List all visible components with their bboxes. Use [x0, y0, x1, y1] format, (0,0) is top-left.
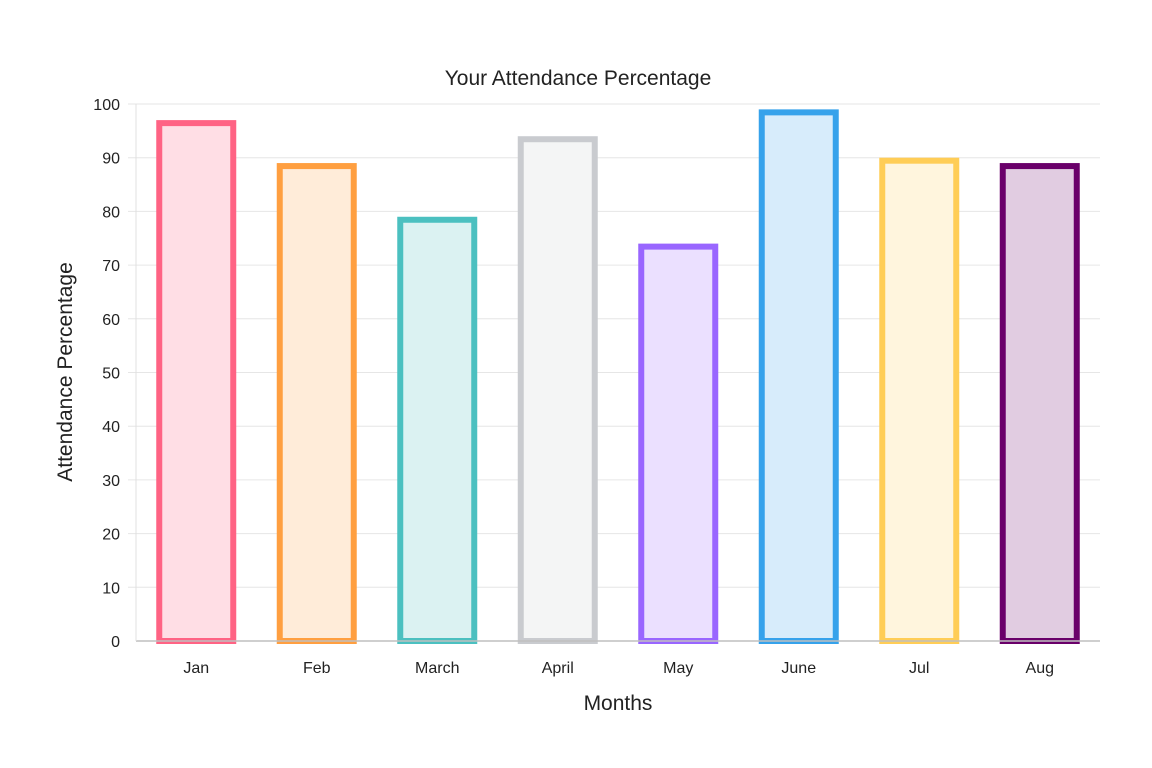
y-tick-label: 100 [93, 97, 120, 114]
y-tick-label: 50 [102, 366, 120, 383]
bar-march [397, 216, 478, 645]
x-tick-label: Jan [183, 660, 209, 677]
x-tick-label: April [542, 660, 574, 677]
x-tick-label: May [663, 660, 693, 677]
x-tick-label: Aug [1026, 660, 1054, 677]
bar-june [758, 109, 839, 645]
bars [156, 109, 1080, 645]
x-tick-label: March [415, 660, 459, 677]
y-tick-label: 60 [102, 312, 120, 329]
y-tick-label: 80 [102, 204, 120, 221]
y-axis-title: Attendance Percentage [54, 262, 77, 482]
y-tick-label: 40 [102, 419, 120, 436]
y-tick-label: 0 [111, 634, 120, 651]
bar-jul [879, 157, 960, 644]
y-tick-label: 70 [102, 258, 120, 275]
x-tick-label: June [781, 660, 816, 677]
y-tick-label: 90 [102, 151, 120, 168]
bar-april [517, 136, 598, 644]
bar-aug [999, 163, 1080, 644]
y-axis-ticks: 0 10 20 30 40 50 60 70 80 90 100 [93, 97, 120, 651]
bar-jan [156, 120, 237, 645]
x-axis-categories: Jan Feb March April May June Jul Aug [183, 660, 1054, 677]
bar-may [638, 243, 719, 644]
y-tick-label: 30 [102, 473, 120, 490]
x-tick-label: Feb [303, 660, 331, 677]
bar-feb [276, 163, 357, 644]
x-tick-label: Jul [909, 660, 929, 677]
x-axis-title: Months [584, 692, 653, 715]
y-tick-label: 10 [102, 580, 120, 597]
chart-title: Your Attendance Percentage [445, 67, 712, 90]
y-tick-label: 20 [102, 527, 120, 544]
